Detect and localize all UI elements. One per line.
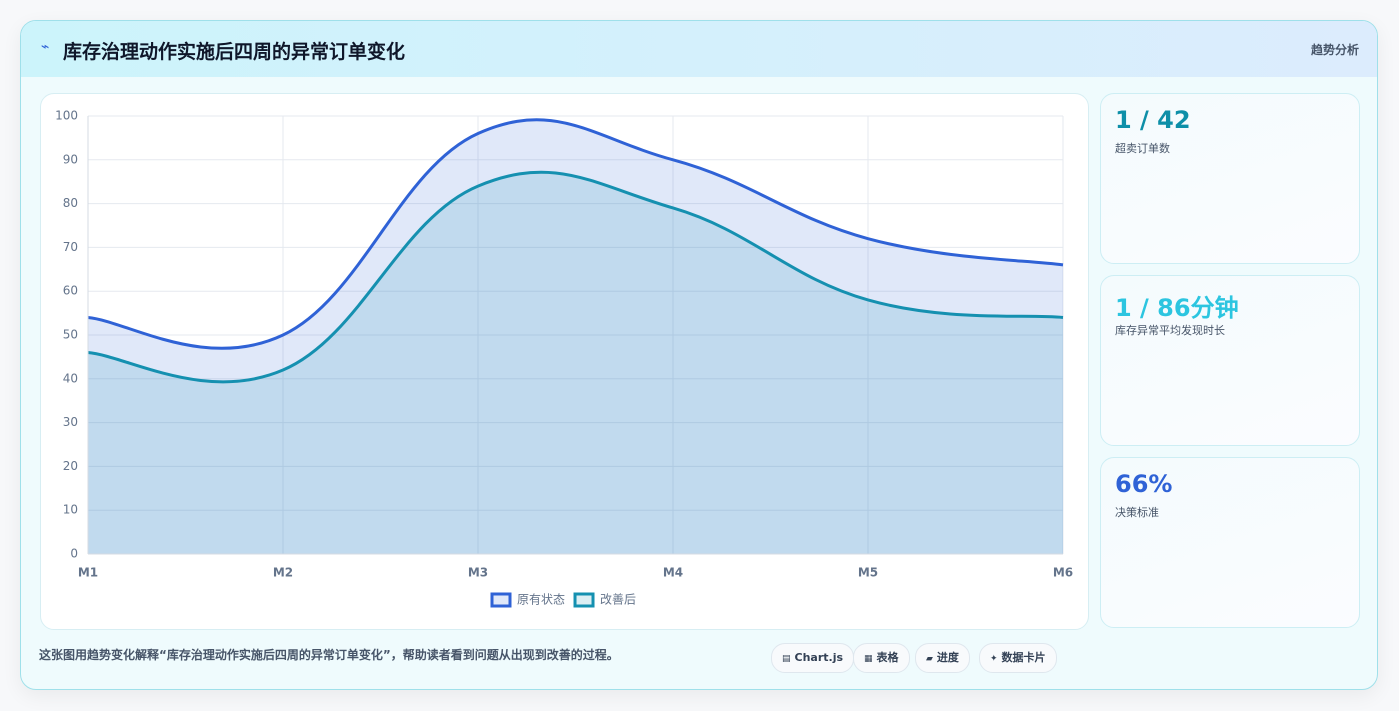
stat-card: 1 / 86分钟 库存异常平均发现时长 xyxy=(1100,275,1360,446)
header-icon: ⌁ xyxy=(41,39,50,55)
chip[interactable]: ✦ 数据卡片 xyxy=(979,643,1057,673)
stat-value: 1 / 86分钟 xyxy=(1115,294,1239,322)
chip[interactable]: ▤ Chart.js xyxy=(771,643,855,673)
y-tick-label: 10 xyxy=(63,503,78,517)
dashboard-card: ⌁ 库存治理动作实施后四周的异常订单变化 趋势分析 0 10 20 30 40 50 60 7… xyxy=(20,20,1378,690)
stat-card: 1 / 42 超卖订单数 xyxy=(1100,93,1360,264)
y-tick-label: 20 xyxy=(63,459,78,473)
y-tick-label: 30 xyxy=(63,415,78,429)
y-tick-label: 100 xyxy=(55,109,78,123)
y-tick-label: 0 xyxy=(70,547,78,561)
stat-label: 库存异常平均发现时长 xyxy=(1115,324,1225,337)
footer-text: 这张图用趋势变化解释“库存治理动作实施后四周的异常订单变化”，帮助读者看到问题从… xyxy=(39,648,619,662)
y-tick-label: 70 xyxy=(63,240,78,254)
y-tick-label: 90 xyxy=(63,152,78,166)
chart: 0 10 20 30 40 50 60 70 80 90 100 M1 M2 M3 M4 M5 M6 原有状态 改善… xyxy=(55,109,1073,608)
y-tick-label: 50 xyxy=(63,328,78,342)
stat-label: 超卖订单数 xyxy=(1115,142,1170,155)
title: 库存治理动作实施后四周的异常订单变化 xyxy=(63,41,406,63)
legend-swatch xyxy=(573,592,595,608)
chart-panel: 0 10 20 30 40 50 60 70 80 90 100 M1 M2 M3 M4 M5 M6 原有状态 改善… xyxy=(40,93,1089,630)
line xyxy=(87,118,1064,350)
y-tick-label: 60 xyxy=(63,284,78,298)
stat-value: 66% xyxy=(1115,470,1173,498)
chip[interactable]: ▰ 进度 xyxy=(915,643,970,673)
stat-label: 决策标准 xyxy=(1115,506,1159,519)
y-tick-label: 80 xyxy=(63,196,78,210)
x-tick-label: M5 xyxy=(858,566,878,580)
line xyxy=(87,170,1064,384)
y-tick-label: 40 xyxy=(63,371,78,385)
header: ⌁ 库存治理动作实施后四周的异常订单变化 趋势分析 xyxy=(21,21,1377,77)
chip[interactable]: ▦ 表格 xyxy=(853,643,910,673)
x-tick-label: M3 xyxy=(468,566,488,580)
chip-label: Chart.js xyxy=(794,651,844,664)
x-tick-label: M2 xyxy=(273,566,293,580)
area xyxy=(88,172,1063,555)
x-tick-label: M4 xyxy=(663,566,683,580)
legend-swatch xyxy=(490,592,512,608)
stat-card: 66% 决策标准 xyxy=(1100,457,1360,628)
chip-label: 表格 xyxy=(876,651,899,664)
stat-value: 1 / 42 xyxy=(1115,106,1191,134)
chip-label: 数据卡片 xyxy=(1001,651,1046,664)
x-tick-label: M6 xyxy=(1053,566,1073,580)
x-tick-label: M1 xyxy=(78,566,98,580)
legend-label: 原有状态 xyxy=(517,593,565,607)
area xyxy=(88,119,1063,554)
tag: 趋势分析 xyxy=(1310,43,1359,57)
chip-label: 进度 xyxy=(936,651,959,664)
legend-label: 改善后 xyxy=(600,592,636,607)
